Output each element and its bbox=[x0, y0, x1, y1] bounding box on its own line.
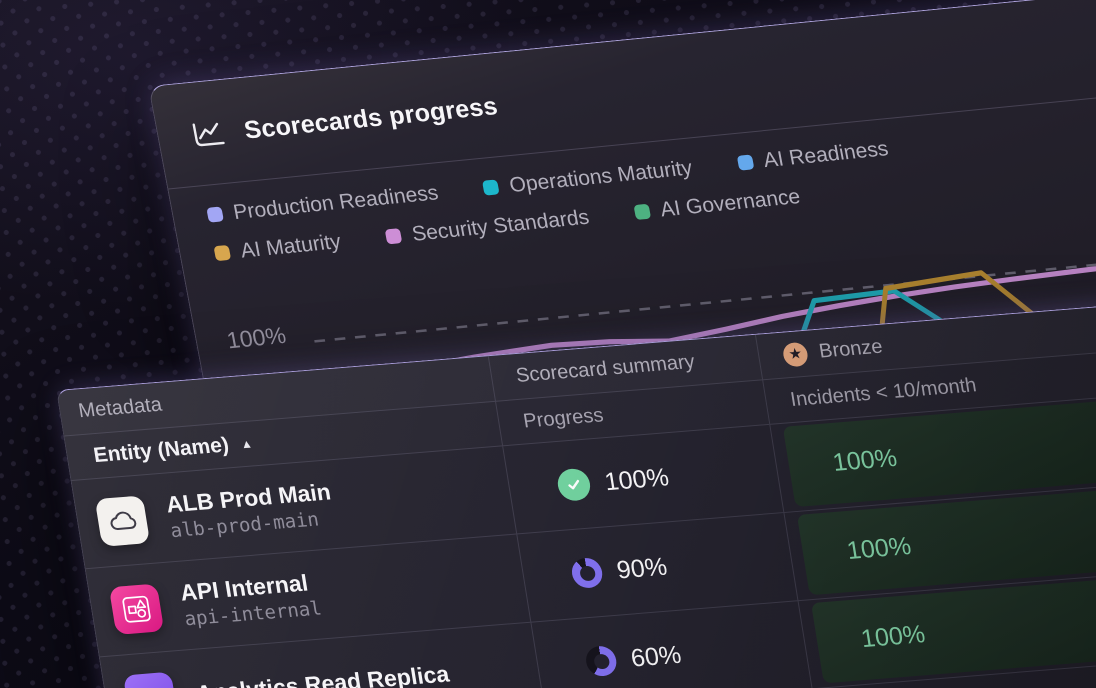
y-axis-100-label: 100% bbox=[224, 321, 288, 353]
api-shapes-icon bbox=[108, 583, 165, 635]
legend-item-production-readiness[interactable]: Production Readiness bbox=[205, 181, 440, 227]
legend-swatch bbox=[206, 206, 224, 223]
bronze-value: 100% bbox=[844, 532, 914, 565]
legend-swatch bbox=[213, 244, 232, 262]
sort-ascending-icon[interactable]: ▲ bbox=[239, 436, 254, 452]
series-security-standards bbox=[320, 244, 1096, 389]
legend-swatch bbox=[482, 179, 501, 196]
donut-60-icon bbox=[583, 645, 619, 678]
scorecard-table: Metadata Scorecard summary ★ Bronze Enti… bbox=[57, 294, 1096, 688]
group-label-bronze: Bronze bbox=[817, 335, 885, 363]
donut-90-icon bbox=[569, 556, 605, 590]
progress-header-label: Progress bbox=[521, 403, 605, 433]
entity-name: Analytics Read Replica bbox=[194, 660, 451, 688]
cloud-icon bbox=[94, 495, 151, 547]
analytics-icon bbox=[122, 671, 179, 688]
chart-card-header: Scorecards progress bbox=[149, 0, 1096, 188]
incidents-header-label: Incidents < 10/month bbox=[788, 373, 978, 411]
check-circle-icon bbox=[555, 467, 593, 502]
table-row-api-internal-entity-cell[interactable]: API Internal api-internal bbox=[85, 534, 531, 658]
bronze-medal-icon: ★ bbox=[781, 341, 810, 367]
legend-swatch bbox=[736, 154, 755, 171]
progress-value: 60% bbox=[628, 640, 684, 673]
bronze-value: 100% bbox=[858, 620, 928, 654]
legend-swatch bbox=[385, 228, 403, 245]
legend-item-ai-readiness[interactable]: AI Readiness bbox=[736, 137, 891, 175]
group-label-metadata: Metadata bbox=[76, 393, 164, 423]
entity-name-header-label: Entity (Name) bbox=[91, 433, 231, 468]
group-label-scorecard-summary: Scorecard summary bbox=[514, 350, 697, 387]
legend-label: AI Readiness bbox=[761, 136, 891, 172]
legend-item-operations-maturity[interactable]: Operations Maturity bbox=[482, 156, 695, 200]
legend-swatch bbox=[633, 203, 651, 221]
table-row-alb-prod-main-progress-cell[interactable]: 100% bbox=[502, 424, 784, 535]
legend-label: Production Readiness bbox=[231, 180, 441, 224]
chart-card-title: Scorecards progress bbox=[241, 91, 500, 145]
line-chart-icon bbox=[192, 123, 225, 147]
bronze-value: 100% bbox=[830, 443, 899, 477]
progress-value: 90% bbox=[614, 552, 670, 584]
table-row-alb-prod-main-entity-cell[interactable]: ALB Prod Main alb-prod-main bbox=[71, 446, 517, 570]
legend-label: Operations Maturity bbox=[507, 155, 695, 197]
progress-value: 100% bbox=[602, 462, 671, 496]
scorecard-table-card: Metadata Scorecard summary ★ Bronze Enti… bbox=[56, 292, 1096, 688]
